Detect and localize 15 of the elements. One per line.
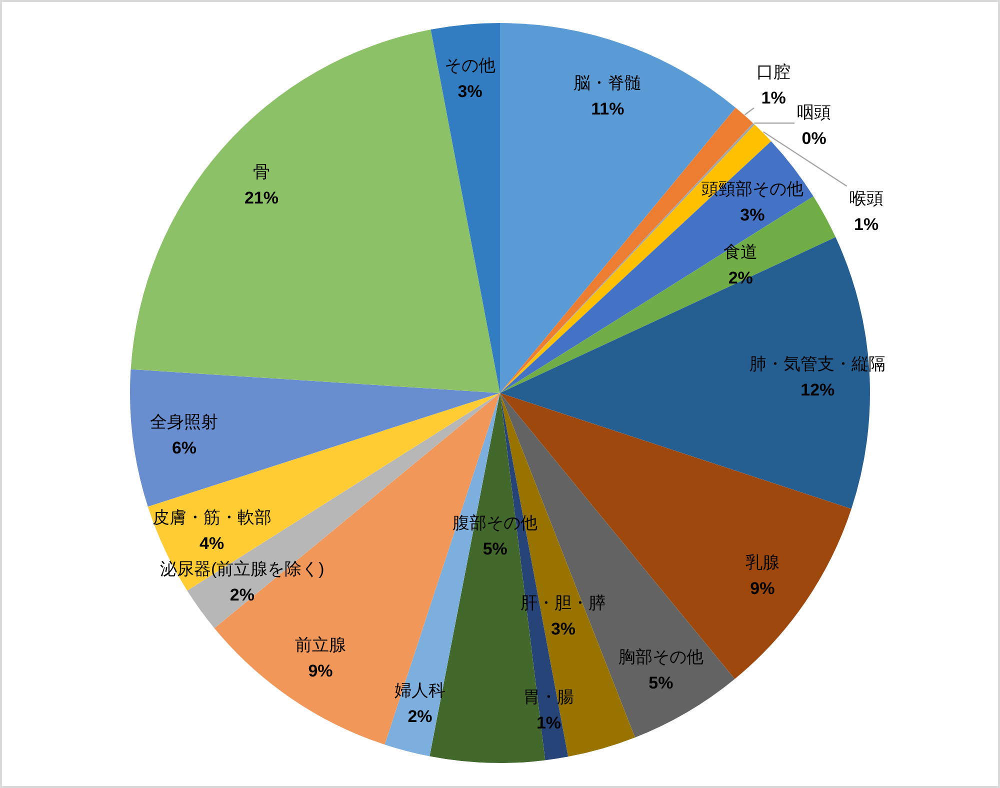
- data-label: 喉頭 1%: [849, 188, 884, 234]
- data-label: 全身照射 6%: [150, 412, 218, 458]
- data-label: 咽頭 0%: [797, 103, 832, 148]
- data-label: 骨 21%: [244, 162, 278, 208]
- data-label: 前立腺 9%: [294, 636, 346, 681]
- data-label: 脳・脊髄 11%: [574, 74, 642, 119]
- data-label: 口腔 1%: [756, 62, 791, 108]
- data-label: 胸部その他 5%: [618, 647, 704, 692]
- data-label: 乳腺 9%: [745, 552, 780, 598]
- data-label: 皮膚・筋・軟部 4%: [152, 508, 272, 553]
- data-label: 泌尿器(前立腺を除く) 2%: [160, 559, 324, 604]
- data-label: 食道 2%: [724, 242, 758, 288]
- data-label: 頭頸部その他 3%: [701, 179, 804, 224]
- data-label: 肺・気管支・縦隔 12%: [750, 354, 886, 400]
- data-label: その他 3%: [444, 56, 496, 102]
